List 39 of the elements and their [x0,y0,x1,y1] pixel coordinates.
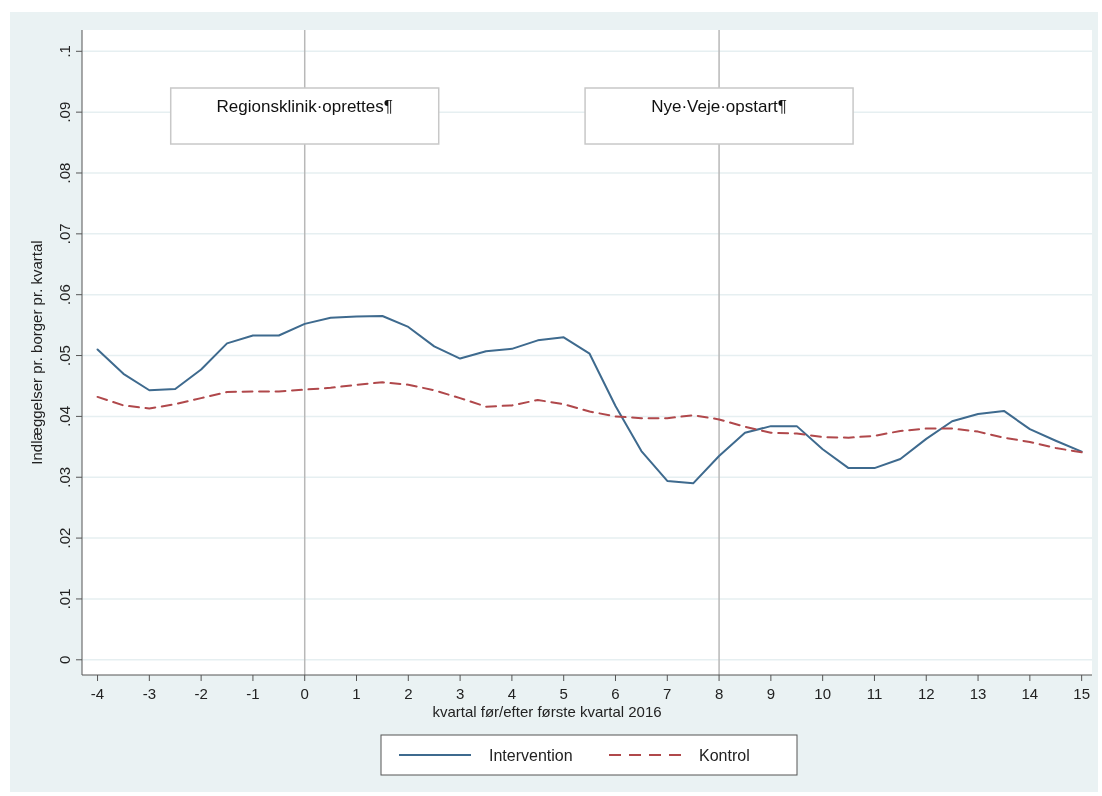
line-series [96,314,1083,485]
y-tick-label: .08 [56,162,73,184]
x-tick-label: 12 [917,685,935,702]
y-tick-label: .07 [56,223,73,245]
x-tick-label: -2 [194,685,208,702]
x-axis-title: kvartal før/efter første kvartal 2016 [432,703,662,720]
x-tick-label: -3 [142,685,157,702]
x-tick-label: 14 [1021,685,1039,702]
y-tick-label: 0 [56,655,73,664]
x-tick-label: 1 [352,685,361,702]
x-tick-label: -1 [246,685,260,702]
x-tick-label: 11 [866,685,883,702]
line-series [96,381,1083,454]
y-tick-label: .02 [56,527,73,549]
y-tick-label: .1 [56,45,73,58]
legend-label: Kontrol [699,747,750,764]
x-tick-label: 6 [611,685,620,702]
x-tick-label: 3 [455,685,465,702]
x-tick-label: 4 [507,685,517,702]
ref-line-label: Nye·Veje·opstart¶ [651,97,787,116]
x-tick-label: 5 [559,685,568,702]
x-tick-label: 10 [814,685,832,702]
x-tick-label: 2 [404,685,413,702]
y-tick-label: .06 [56,284,73,306]
y-axis-title: Indlæggelser pr. borger pr. kvartal [28,240,45,465]
x-tick-label: 8 [714,685,724,702]
y-tick-label: .03 [56,466,73,488]
x-tick-label: 0 [300,685,309,702]
y-tick-label: .09 [56,101,73,123]
x-tick-label: 9 [766,685,776,702]
legend-label: Intervention [489,747,573,764]
y-tick-label: .01 [56,588,73,610]
ref-line-label: Regionsklinik·oprettes¶ [216,97,393,116]
x-tick-label: 13 [969,685,987,702]
y-tick-label: .05 [56,345,73,366]
x-tick-label: 15 [1073,685,1090,702]
x-tick-label: 7 [663,685,672,702]
x-tick-label: -4 [90,685,105,702]
y-tick-label: .04 [56,405,73,427]
